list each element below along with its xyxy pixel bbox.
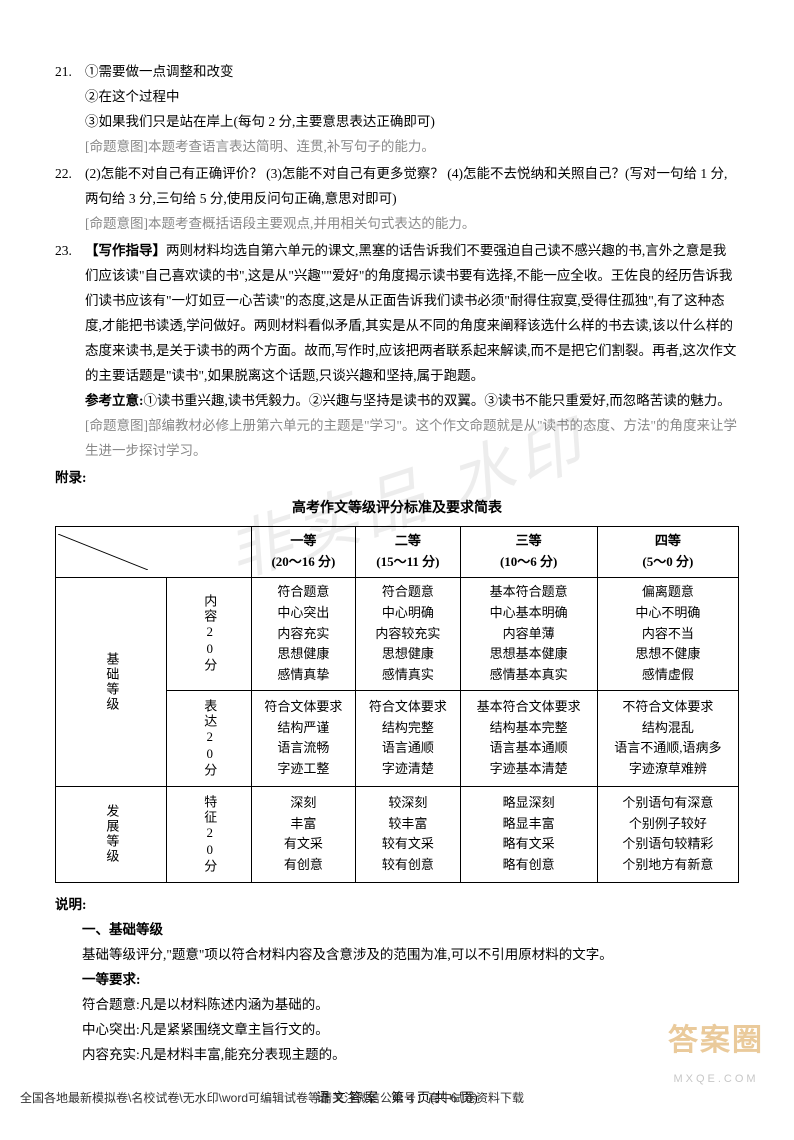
cell-feat-g2: 较深刻 较丰富 较有文采 较有创意 [356, 786, 460, 882]
dev-level-label: 发展等级 [56, 786, 167, 882]
col-g2: 二等(15～11 分) [356, 527, 460, 578]
table-header-row: 一等(20～16 分) 二等(15～11 分) 三等(10～6 分) 四等(5～… [56, 527, 739, 578]
question-23: 23. 【写作指导】两则材料均选自第六单元的课文,黑塞的话告诉我们不要强迫自己读… [55, 239, 739, 464]
question-22: 22. (2)怎能不对自己有正确评价？ (3)怎能不对自己有更多觉察？ (4)怎… [55, 162, 739, 237]
q21-intent: [命题意图]本题考查语言表达简明、连贯,补写句子的能力。 [85, 135, 739, 160]
q23-intent: [命题意图]部编教材必修上册第六单元的主题是"学习"。这个作文命题就是从"读书的… [85, 414, 739, 464]
q22-intent: [命题意图]本题考查概括语段主要观点,并用相关句式表达的能力。 [85, 212, 739, 237]
diag-header [56, 527, 252, 578]
s2-line1: 符合题意:凡是以材料陈述内涵为基础的。 [55, 993, 739, 1018]
scoring-table: 一等(20～16 分) 二等(15～11 分) 三等(10～6 分) 四等(5～… [55, 526, 739, 883]
q21-number: 21. [55, 60, 85, 85]
cell-express-g3: 基本符合文体要求 结构基本完整 语言基本通顺 字迹基本清楚 [460, 690, 597, 786]
intent-label: [命题意图] [85, 139, 148, 154]
logo-watermark: 答案圈 MXQE.COM [668, 1013, 764, 1089]
ref-label: 参考立意: [85, 393, 144, 408]
question-21: 21. ①需要做一点调整和改变 ②在这个过程中 ③如果我们只是站在岸上(每句 2… [55, 60, 739, 160]
section1-title: 一、基础等级 [55, 918, 739, 943]
cell-content-g3: 基本符合题意 中心基本明确 内容单薄 思想基本健康 感情基本真实 [460, 577, 597, 690]
s2-line3: 内容充实:凡是材料丰富,能充分表现主题的。 [55, 1043, 739, 1068]
feature-label: 特征20分 [166, 786, 251, 882]
section1-line: 基础等级评分,"题意"项以符合材料内容及含意涉及的范围为准,可以不引用原材料的文… [55, 943, 739, 968]
cell-content-g4: 偏离题意 中心不明确 内容不当 思想不健康 感情虚假 [597, 577, 738, 690]
cell-express-g1: 符合文体要求 结构严谨 语言流畅 字迹工整 [251, 690, 355, 786]
q22-number: 22. [55, 162, 85, 187]
attach-label: 附录: [55, 466, 739, 491]
cell-feat-g3: 略显深刻 略显丰富 略有文采 略有创意 [460, 786, 597, 882]
q21-line2: ②在这个过程中 [85, 85, 739, 110]
ref-text: ①读书重兴趣,读书凭毅力。②兴趣与坚持是读书的双翼。③读书不能只重爱好,而忽略苦… [144, 393, 731, 408]
logo-url: MXQE.COM [668, 1069, 764, 1089]
row-content: 基础等级 内容20分 符合题意 中心突出 内容充实 思想健康 感情真挚 符合题意… [56, 577, 739, 690]
cell-content-g2: 符合题意 中心明确 内容较充实 思想健康 感情真实 [356, 577, 460, 690]
intent-text: 本题考查概括语段主要观点,并用相关句式表达的能力。 [148, 216, 475, 231]
logo-text: 答案圈 [668, 1024, 764, 1057]
q21-line1: ①需要做一点调整和改变 [85, 60, 739, 85]
express-label: 表达20分 [166, 690, 251, 786]
explain-label: 说明: [55, 893, 739, 918]
cell-feat-g4: 个别语句有深意 个别例子较好 个别语句较精彩 个别地方有新意 [597, 786, 738, 882]
content-label: 内容20分 [166, 577, 251, 690]
bottom-note: 全国各地最新模拟卷\名校试卷\无水印\word可编辑试卷等请关注微信公众号：高中… [20, 1087, 524, 1109]
q23-number: 23. [55, 239, 85, 264]
row-feature: 发展等级 特征20分 深刻 丰富 有文采 有创意 较深刻 较丰富 较有文采 较有… [56, 786, 739, 882]
guide-text: 两则材料均选自第六单元的课文,黑塞的话告诉我们不要强迫自己读不感兴趣的书,言外之… [85, 243, 736, 383]
intent-text: 本题考查语言表达简明、连贯,补写句子的能力。 [148, 139, 435, 154]
cell-express-g2: 符合文体要求 结构完整 语言通顺 字迹清楚 [356, 690, 460, 786]
intent-label: [命题意图] [85, 216, 148, 231]
intent-label: [命题意图] [85, 418, 148, 433]
table-title: 高考作文等级评分标准及要求简表 [55, 496, 739, 522]
q21-line3: ③如果我们只是站在岸上(每句 2 分,主要意思表达正确即可) [85, 110, 739, 135]
base-level-label: 基础等级 [56, 577, 167, 786]
intent-text: 部编教材必修上册第六单元的主题是"学习"。这个作文命题就是从"读书的态度、方法"… [85, 418, 737, 458]
s2-line2: 中心突出:凡是紧紧围绕文章主旨行文的。 [55, 1018, 739, 1043]
cell-express-g4: 不符合文体要求 结构混乱 语言不通顺,语病多 字迹潦草难辨 [597, 690, 738, 786]
section2-title: 一等要求: [55, 968, 739, 993]
col-g4: 四等(5～0 分) [597, 527, 738, 578]
q22-text: (2)怎能不对自己有正确评价？ (3)怎能不对自己有更多觉察？ (4)怎能不去悦… [85, 166, 727, 206]
cell-content-g1: 符合题意 中心突出 内容充实 思想健康 感情真挚 [251, 577, 355, 690]
q23-ref: 参考立意:①读书重兴趣,读书凭毅力。②兴趣与坚持是读书的双翼。③读书不能只重爱好… [85, 389, 739, 414]
col-g1: 一等(20～16 分) [251, 527, 355, 578]
col-g3: 三等(10～6 分) [460, 527, 597, 578]
cell-feat-g1: 深刻 丰富 有文采 有创意 [251, 786, 355, 882]
guide-label: 【写作指导】 [85, 243, 166, 258]
